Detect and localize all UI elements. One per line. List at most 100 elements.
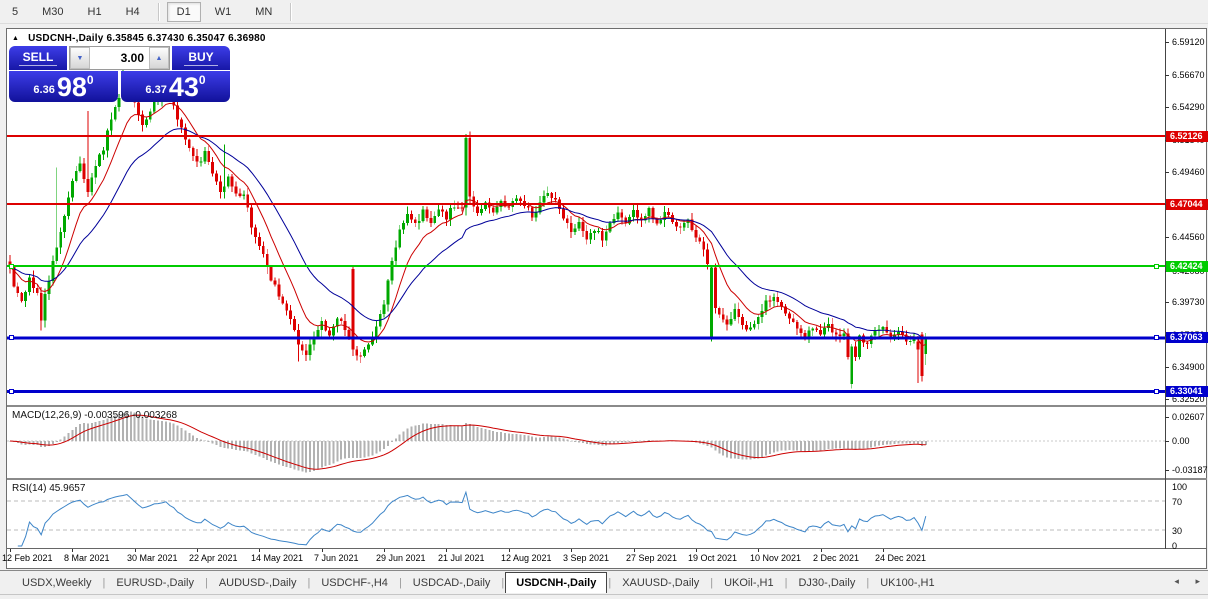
date-tick (135, 549, 136, 552)
collapse-chart-icon[interactable]: ▲ (12, 35, 20, 42)
macd-canvas[interactable] (7, 408, 1165, 478)
date-label: 2 Dec 2021 (813, 553, 860, 563)
rsi-dateaxis-separator (7, 548, 1207, 549)
chart-tab-usdx-weekly[interactable]: USDX,Weekly (22, 577, 92, 589)
price-tick-label: 6.56670 (1172, 70, 1205, 80)
line-drag-handle[interactable] (1154, 335, 1159, 340)
date-label: 29 Jun 2021 (376, 553, 426, 563)
volume-decrease-icon[interactable]: ▼ (70, 47, 90, 69)
volume-increase-icon[interactable]: ▲ (149, 47, 169, 69)
symbol-tab-bar: USDX,Weekly | EURUSD-,Daily | AUDUSD-,Daily |… (0, 570, 1208, 593)
volume-stepper: ▼ ▲ (69, 46, 170, 70)
date-label: 19 Oct 2021 (688, 553, 738, 563)
buy-button[interactable]: BUY (172, 46, 230, 70)
line-drag-handle[interactable] (1154, 389, 1159, 394)
line-drag-handle[interactable] (9, 389, 14, 394)
timeframe-toolbar: 5 M30 H1 H4 D1 W1 MN (0, 0, 1208, 24)
line-drag-handle[interactable] (9, 335, 14, 340)
timeframe-button-5[interactable]: 5 (12, 5, 19, 18)
chart-tab-usdchf-h4[interactable]: USDCHF-,H4 (321, 577, 388, 589)
date-tick (197, 549, 198, 552)
price-tick (1165, 172, 1169, 173)
date-tick (571, 549, 572, 552)
price-level-badge: 6.33041 (1166, 386, 1208, 397)
tab-separator: | (608, 577, 612, 589)
sell-price-display[interactable]: 6.36 98 0 (9, 71, 118, 102)
macd-tick-label: 0.00 (1172, 436, 1190, 446)
price-tick-label: 6.34900 (1172, 362, 1205, 372)
timeframe-button-h1[interactable]: H1 (87, 5, 102, 18)
chart-tab-eurusd-daily[interactable]: EURUSD-,Daily (116, 577, 194, 589)
main-macd-separator[interactable] (7, 405, 1207, 407)
sell-button[interactable]: SELL (9, 46, 67, 70)
chart-tab-audusd-daily[interactable]: AUDUSD-,Daily (218, 577, 297, 589)
chart-tab-xauusd-daily[interactable]: XAUUSD-,Daily (622, 577, 700, 589)
macd-label: MACD(12,26,9) -0.003596 -0.003268 (12, 410, 178, 421)
line-drag-handle[interactable] (9, 264, 14, 269)
macd-tick-label: -0.03187 (1172, 465, 1208, 475)
timeframe-button-d1[interactable]: D1 (166, 1, 201, 22)
macd-tick-label: 0.02607 (1172, 412, 1205, 422)
price-tick (1165, 107, 1169, 108)
toolbar-divider (157, 2, 159, 21)
chart-tab-usdcnh-daily[interactable]: USDCNH-,Daily (505, 572, 608, 593)
buy-price-display[interactable]: 6.37 43 0 (121, 71, 230, 102)
tab-separator: | (307, 577, 311, 589)
volume-input[interactable] (90, 47, 149, 69)
tab-separator: | (102, 577, 106, 589)
date-tick (509, 549, 510, 552)
sell-price-prefix: 6.36 (33, 84, 55, 96)
tab-separator: | (710, 577, 714, 589)
chart-tab-uk100-h1[interactable]: UK100-,H1 (880, 577, 935, 589)
price-axis-line (1165, 29, 1166, 549)
timeframe-button-h4[interactable]: H4 (125, 5, 140, 18)
date-tick (10, 549, 11, 552)
moving-average-10[interactable] (9, 102, 926, 347)
macd-tick (1165, 417, 1169, 418)
date-tick (634, 549, 635, 552)
tab-scroll-right-icon[interactable]: ▸ (1195, 576, 1200, 586)
rsi-tick-label: 30 (1172, 526, 1183, 536)
date-tick (883, 549, 884, 552)
chart-title-readout: USDCNH-,Daily 6.35845 6.37430 6.35047 6.… (28, 33, 266, 44)
timeframe-button-mn[interactable]: MN (255, 5, 273, 18)
date-tick (758, 549, 759, 552)
tab-separator: | (398, 577, 402, 589)
timeframe-button-m30[interactable]: M30 (42, 5, 64, 18)
moving-average-25[interactable] (9, 128, 926, 339)
price-tick (1165, 42, 1169, 43)
price-tick-label: 6.39730 (1172, 297, 1205, 307)
timeframe-button-w1[interactable]: W1 (214, 5, 232, 18)
chart-tab-dj30-daily[interactable]: DJ30-,Daily (798, 577, 856, 589)
candlestick-series (8, 68, 928, 389)
chart-tab-usdcad-daily[interactable]: USDCAD-,Daily (412, 577, 491, 589)
date-label: 8 Mar 2021 (64, 553, 110, 563)
date-label: 12 Aug 2021 (501, 553, 552, 563)
price-tick (1165, 75, 1169, 76)
price-tick-label: 6.49460 (1172, 167, 1205, 177)
macd-tick (1165, 470, 1169, 471)
price-tick-label: 6.44560 (1172, 232, 1205, 242)
rsi-canvas[interactable] (7, 481, 1165, 548)
tab-scroll-left-icon[interactable]: ◂ (1174, 576, 1179, 586)
date-label: 21 Jul 2021 (438, 553, 485, 563)
tab-separator: | (204, 577, 208, 589)
tab-separator: | (501, 577, 505, 589)
price-tick-label: 6.32520 (1172, 394, 1205, 404)
status-bar (0, 594, 1208, 599)
date-label: 7 Jun 2021 (314, 553, 359, 563)
price-tick (1165, 399, 1169, 400)
date-label: 24 Dec 2021 (875, 553, 927, 563)
date-tick (259, 549, 260, 552)
date-tick (821, 549, 822, 552)
main-chart-canvas[interactable] (7, 29, 1165, 406)
line-drag-handle[interactable] (1154, 264, 1159, 269)
macd-rsi-separator[interactable] (7, 478, 1207, 480)
one-click-trade-panel: SELL ▼ ▲ BUY 6.36 98 0 6.37 43 0 (9, 46, 230, 102)
rsi-line (17, 490, 927, 547)
sell-price-big: 98 (56, 72, 87, 102)
date-label: 27 Sep 2021 (626, 553, 678, 563)
date-tick (322, 549, 323, 552)
macd-signal-line (9, 414, 926, 470)
chart-tab-ukoil-h1[interactable]: UKOil-,H1 (724, 577, 774, 589)
